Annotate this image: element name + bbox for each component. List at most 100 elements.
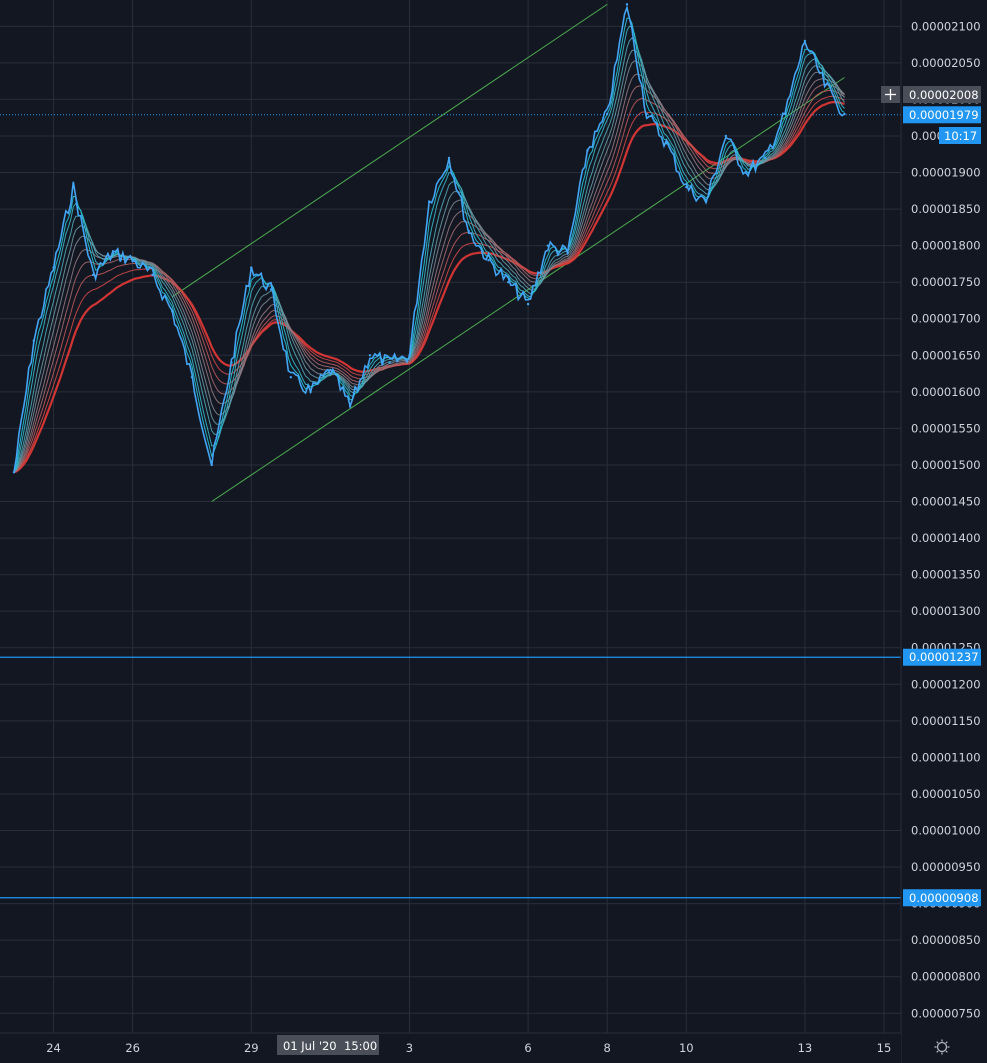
- y-tick-label: 0.00001400: [911, 531, 981, 545]
- price-point: [764, 156, 767, 160]
- current-price-tag-bg: [903, 106, 981, 124]
- level-price-tag-bg: [903, 889, 981, 907]
- y-tick-label: 0.00001700: [911, 312, 981, 326]
- y-tick-label: 0.00001050: [911, 787, 981, 801]
- channel-lower-line[interactable]: [211, 77, 845, 502]
- crosshair-price-label: 0.00002008: [909, 88, 979, 102]
- price-point: [151, 273, 154, 277]
- plus-icon[interactable]: [881, 86, 900, 103]
- price-point: [645, 112, 648, 116]
- ma-line: [13, 49, 845, 473]
- price-series: [12, 3, 846, 474]
- grid: [0, 0, 901, 1033]
- price-axis-pane[interactable]: [901, 0, 987, 1063]
- price-point: [704, 200, 708, 203]
- axis-tags: 0.00001237 0.00000908 0.00001979: [903, 106, 981, 907]
- price-point: [428, 200, 431, 203]
- y-tick-label: 0.00001900: [911, 166, 981, 180]
- y-tick-label: 0.00001350: [911, 568, 981, 582]
- x-tick-label: 24: [46, 1041, 61, 1055]
- y-tick-label: 0.00001000: [911, 823, 981, 837]
- x-tick-label: 6: [524, 1041, 531, 1055]
- price-point: [329, 368, 332, 372]
- x-tick-label: 10: [679, 1041, 694, 1055]
- crosshair-time-label: 01 Jul '20: [283, 1039, 337, 1053]
- y-tick-label: 0.00001500: [911, 458, 981, 472]
- y-tick-label: 0.00001550: [911, 421, 981, 435]
- price-point: [843, 112, 846, 116]
- price-point: [823, 83, 826, 87]
- crosshair-time-hour: 15:00: [344, 1039, 377, 1053]
- price-point: [289, 376, 293, 379]
- price-point: [744, 171, 747, 174]
- time-axis: 24 26 29 3 6 8 10 13 15: [46, 1041, 891, 1055]
- crosshair-price-tag: 0.00002008: [903, 86, 981, 103]
- x-tick-label: 3: [406, 1041, 413, 1055]
- price-point: [724, 134, 728, 138]
- price-point: [625, 3, 629, 6]
- price-point: [388, 361, 391, 364]
- y-tick-label: 0.00002050: [911, 56, 981, 70]
- price-point: [467, 229, 470, 233]
- price-point: [566, 251, 569, 255]
- price-point: [783, 112, 787, 116]
- ma-line: [13, 25, 845, 473]
- gear-icon[interactable]: [934, 1039, 950, 1055]
- ma-line: [13, 73, 845, 473]
- price-point: [803, 39, 807, 43]
- price-point: [52, 266, 55, 269]
- time-axis-pane[interactable]: [0, 1033, 901, 1063]
- price-point: [586, 149, 589, 152]
- price-point: [269, 288, 273, 291]
- price-point: [685, 185, 688, 189]
- y-tick-label: 0.00001450: [911, 495, 981, 509]
- price-point: [348, 405, 352, 408]
- price-point: [526, 302, 530, 306]
- y-tick-label: 0.00001650: [911, 348, 981, 362]
- price-point: [507, 280, 510, 284]
- y-tick-label: 0.00001750: [911, 275, 981, 289]
- y-tick-label: 0.00001300: [911, 604, 981, 618]
- y-tick-label: 0.00000850: [911, 933, 981, 947]
- trend-channel[interactable]: [171, 3, 845, 502]
- level-price-tag: 0.00000908: [909, 891, 979, 905]
- ma-line: [13, 37, 845, 473]
- crosshair-time-tag: 01 Jul '20 15:00: [277, 1035, 379, 1055]
- y-tick-label: 0.00001200: [911, 677, 981, 691]
- price-point: [546, 244, 550, 247]
- price-point: [447, 156, 451, 160]
- price-point: [170, 310, 174, 313]
- x-tick-label: 29: [244, 1041, 259, 1055]
- price-point: [408, 354, 411, 357]
- y-tick-label: 0.00001100: [911, 750, 981, 764]
- countdown-label: 10:17: [944, 129, 977, 143]
- y-tick-label: 0.00000800: [911, 970, 981, 984]
- y-tick-label: 0.00001850: [911, 202, 981, 216]
- price-point: [91, 273, 95, 277]
- price-point: [368, 354, 372, 357]
- y-tick-label: 0.00000750: [911, 1006, 981, 1020]
- y-tick-label: 0.00000950: [911, 860, 981, 874]
- x-tick-label: 8: [604, 1041, 611, 1055]
- price-point: [230, 361, 233, 364]
- ma-line: [13, 60, 845, 473]
- price-point: [131, 259, 134, 262]
- price-point: [111, 251, 115, 255]
- countdown-tag: 10:17: [939, 127, 981, 144]
- y-tick-label: 0.00002100: [911, 19, 981, 33]
- price-point: [605, 112, 609, 116]
- price-point: [190, 376, 194, 379]
- x-tick-label: 15: [877, 1041, 892, 1055]
- price-point: [309, 390, 312, 394]
- price-point: [72, 185, 75, 189]
- y-tick-label: 0.00001800: [911, 239, 981, 253]
- horizontal-levels: [0, 114, 901, 899]
- price-point: [665, 142, 668, 145]
- channel-upper-line[interactable]: [171, 3, 608, 298]
- x-tick-label: 13: [798, 1041, 813, 1055]
- price-point: [12, 471, 16, 474]
- price-point: [250, 266, 253, 269]
- level-price-tag: 0.00001237: [909, 650, 979, 664]
